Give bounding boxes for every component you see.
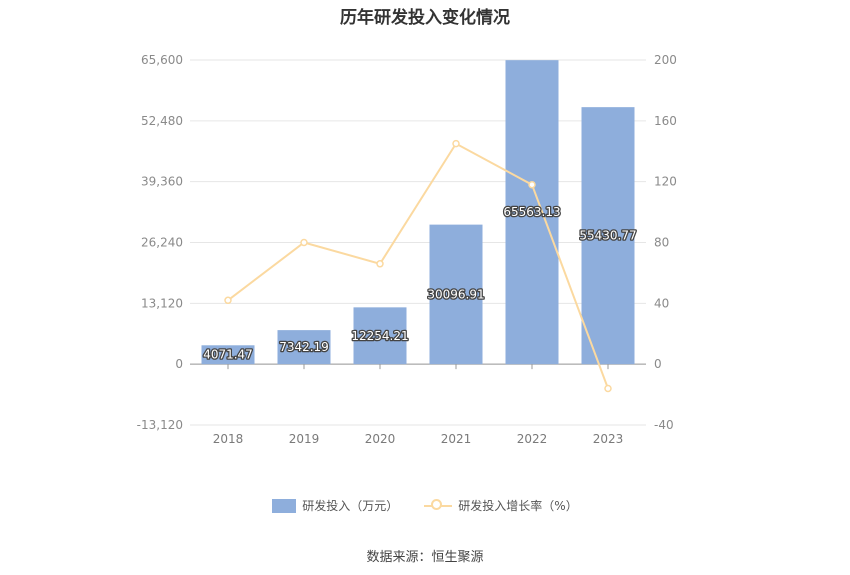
bar bbox=[201, 345, 255, 365]
y-right-tick-label: 200 bbox=[654, 53, 677, 67]
y-right-tick-label: -40 bbox=[654, 418, 674, 432]
growth-rate-point bbox=[452, 139, 460, 148]
growth-rate-point bbox=[528, 180, 536, 189]
legend-item-line[interactable]: 研发投入增长率（%） bbox=[424, 497, 578, 514]
bar-data-label: 65563.13 bbox=[503, 205, 560, 219]
y-right-tick-label: 160 bbox=[654, 114, 677, 128]
y-left-tick-label: -13,120 bbox=[137, 418, 183, 432]
y-left-tick-label: 65,600 bbox=[141, 53, 183, 67]
source-text: 数据来源：恒生聚源 bbox=[366, 550, 484, 565]
growth-rate-point bbox=[300, 238, 308, 247]
y-left-tick-label: 0 bbox=[175, 357, 183, 371]
y-left-tick-label: 26,240 bbox=[141, 236, 183, 250]
bar bbox=[353, 307, 407, 365]
y-right-tick-label: 0 bbox=[654, 357, 662, 371]
bar bbox=[277, 330, 331, 365]
y-right-tick-label: 120 bbox=[654, 175, 677, 189]
x-tick-label: 2022 bbox=[517, 432, 548, 446]
legend-bar-swatch bbox=[272, 498, 297, 513]
bar-data-label: 55430.77 bbox=[579, 229, 636, 243]
growth-rate-line bbox=[227, 142, 609, 389]
x-tick-label: 2018 bbox=[213, 432, 244, 446]
y-right-tick-label: 40 bbox=[654, 296, 669, 310]
growth-rate-point bbox=[376, 260, 384, 268]
x-tick-label: 2023 bbox=[593, 432, 624, 446]
legend-line-label: 研发投入增长率（%） bbox=[458, 499, 578, 513]
bar-data-label: 4071.47 bbox=[203, 348, 253, 362]
x-tick-label: 2019 bbox=[289, 432, 320, 446]
y-left-tick-label: 52,480 bbox=[141, 114, 183, 128]
growth-rate-point bbox=[604, 384, 612, 393]
chart-title: 历年研发投入变化情况 bbox=[340, 8, 510, 28]
x-tick-label: 2020 bbox=[365, 432, 396, 446]
bar bbox=[581, 107, 635, 365]
bar-data-label: 7342.19 bbox=[279, 340, 329, 354]
legend-line-swatch bbox=[424, 498, 453, 513]
bar bbox=[429, 224, 483, 365]
bar-data-label: 12254.21 bbox=[351, 329, 408, 343]
chart-legend: 研发投入（万元） 研发投入增长率（%） bbox=[0, 497, 850, 514]
bar bbox=[505, 60, 559, 365]
x-tick-label: 2021 bbox=[441, 432, 472, 446]
y-right-tick-label: 80 bbox=[654, 236, 669, 250]
growth-rate-point bbox=[224, 296, 232, 305]
bar-data-label: 30096.91 bbox=[427, 287, 484, 301]
legend-bar-label: 研发投入（万元） bbox=[302, 499, 399, 513]
y-left-tick-label: 13,120 bbox=[141, 296, 183, 310]
legend-item-bar[interactable]: 研发投入（万元） bbox=[272, 497, 398, 514]
y-left-tick-label: 39,360 bbox=[141, 175, 183, 189]
